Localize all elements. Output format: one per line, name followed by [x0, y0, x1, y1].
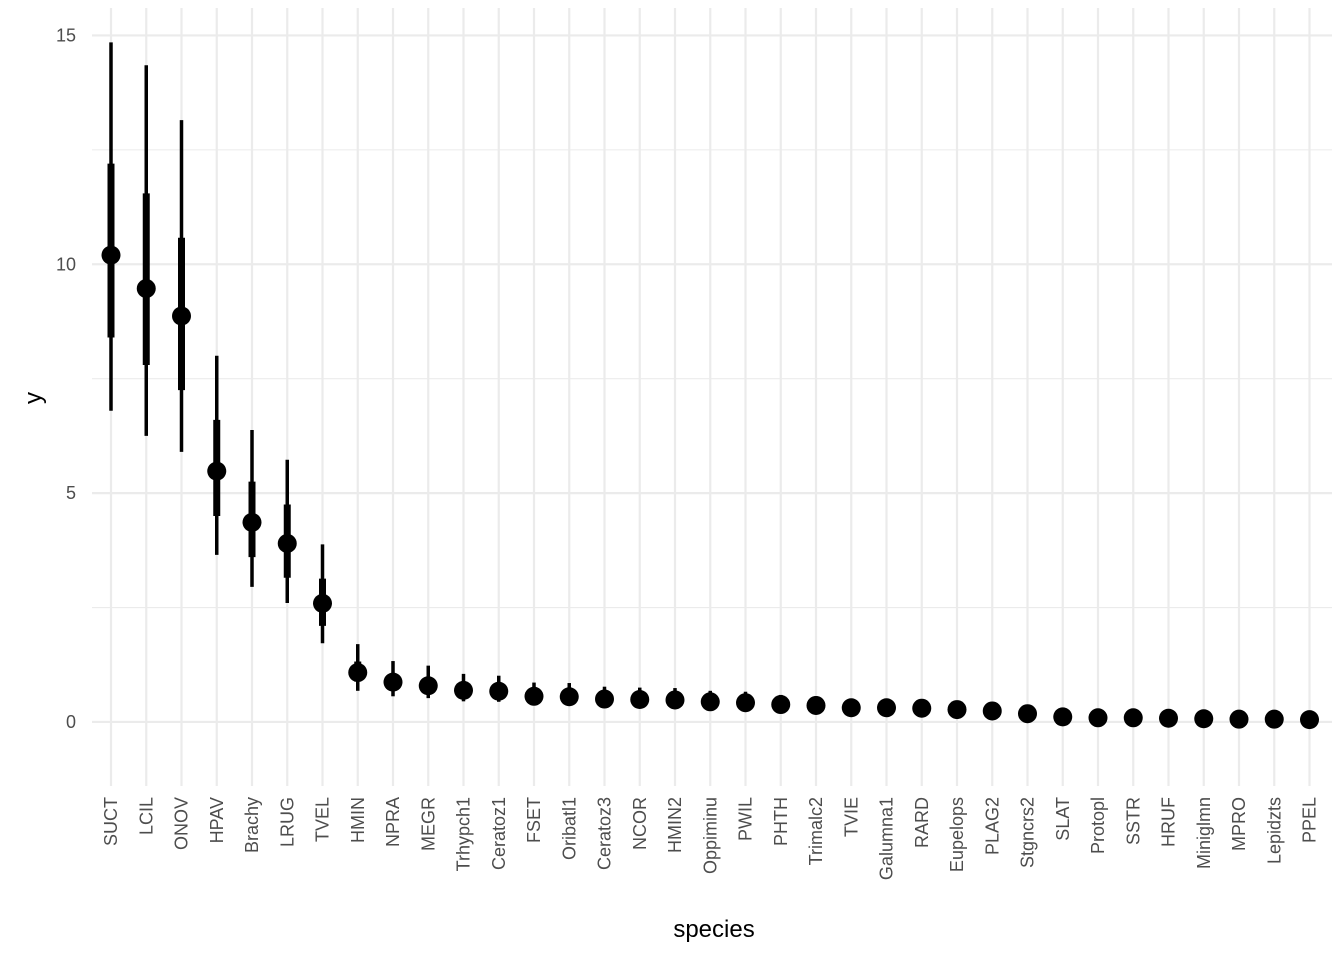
x-tick-label: MPRO — [1229, 797, 1249, 851]
x-tick-label: PWIL — [736, 797, 756, 841]
x-tick-label: SLAT — [1053, 797, 1073, 841]
estimate-point — [877, 698, 896, 718]
y-tick-label: 10 — [56, 254, 76, 274]
estimate-point — [559, 687, 579, 707]
x-tick-label: PPEL — [1300, 797, 1320, 843]
x-tick-label: HPAV — [207, 797, 227, 843]
grid-layer — [92, 8, 1332, 786]
x-tick-label: ONOV — [172, 797, 192, 850]
estimate-point — [418, 676, 438, 696]
x-tick-label: Trimalc2 — [806, 797, 826, 865]
estimate-point — [1053, 707, 1073, 727]
x-tick-label: Stgncrs2 — [1018, 797, 1038, 868]
estimate-point — [1123, 708, 1143, 728]
estimate-point — [101, 245, 121, 265]
estimate-point — [1264, 709, 1284, 729]
x-tick-label: Oribatl1 — [559, 797, 579, 860]
estimate-point — [841, 698, 861, 718]
estimate-point — [982, 701, 1002, 721]
estimate-point — [771, 695, 791, 715]
x-tick-label: Ceratoz1 — [489, 797, 509, 870]
estimate-point — [912, 698, 932, 718]
x-tick-label: MEGR — [418, 797, 438, 851]
x-tick-label: Oppiminu — [700, 797, 720, 874]
estimate-point — [383, 672, 403, 692]
y-axis-ticks: 0 5 10 15 — [56, 25, 76, 731]
estimate-point — [736, 693, 755, 713]
estimate-point — [242, 512, 262, 532]
y-tick-label: 5 — [66, 483, 76, 503]
x-tick-label: Lepidzts — [1264, 797, 1284, 864]
x-tick-label: PHTH — [771, 797, 791, 846]
x-tick-label: LRUG — [277, 797, 297, 847]
estimate-point — [665, 690, 685, 710]
estimate-point — [489, 681, 509, 701]
estimate-point — [630, 690, 650, 710]
estimate-point — [595, 689, 614, 709]
x-tick-label: RARD — [912, 797, 932, 848]
x-tick-label: NCOR — [630, 797, 650, 850]
estimate-point — [1194, 709, 1214, 729]
estimate-point — [1088, 708, 1108, 728]
estimate-point — [172, 306, 191, 326]
x-tick-label: Trhypch1 — [454, 797, 474, 871]
x-tick-label: Ceratoz3 — [595, 797, 615, 870]
x-tick-label: HRUF — [1159, 797, 1179, 847]
x-tick-label: SUCT — [101, 797, 121, 846]
x-tick-label: SSTR — [1123, 797, 1143, 845]
estimate-point — [700, 692, 720, 712]
x-axis-title: species — [673, 916, 754, 943]
x-tick-label: TVEL — [313, 797, 333, 842]
estimate-point — [524, 686, 544, 706]
estimate-point — [313, 593, 332, 613]
estimate-point — [277, 533, 297, 553]
estimate-point — [947, 700, 967, 720]
x-tick-label: Miniglmn — [1194, 797, 1214, 869]
y-axis-title: y — [20, 392, 47, 404]
x-tick-label: HMIN2 — [665, 797, 685, 853]
x-tick-label: NPRA — [383, 797, 403, 847]
x-tick-label: PLAG2 — [982, 797, 1002, 855]
estimate-point — [454, 680, 473, 700]
x-tick-label: HMIN — [348, 797, 368, 843]
estimate-point — [348, 663, 368, 683]
estimate-point — [1229, 709, 1249, 729]
estimate-point — [1300, 710, 1319, 730]
estimate-point — [207, 461, 227, 481]
estimate-point — [1018, 704, 1037, 724]
x-tick-label: TVIE — [841, 797, 861, 837]
x-axis-ticks: SUCT LCIL ONOV HPAV Brachy LRUG TVEL HMIN NPRA ME… — [101, 797, 1320, 880]
estimate-point — [136, 279, 156, 299]
point-layer — [101, 245, 1319, 730]
estimate-point — [1159, 708, 1178, 728]
x-tick-label: Galumna1 — [877, 797, 897, 880]
estimate-point — [806, 695, 826, 715]
x-tick-label: Brachy — [242, 797, 262, 853]
x-tick-label: LCIL — [136, 797, 156, 835]
x-tick-label: FSET — [524, 797, 544, 843]
y-tick-label: 0 — [66, 712, 76, 732]
x-tick-label: Eupelops — [947, 797, 967, 872]
x-tick-label: Protopl — [1088, 797, 1108, 854]
y-tick-label: 15 — [56, 25, 76, 45]
